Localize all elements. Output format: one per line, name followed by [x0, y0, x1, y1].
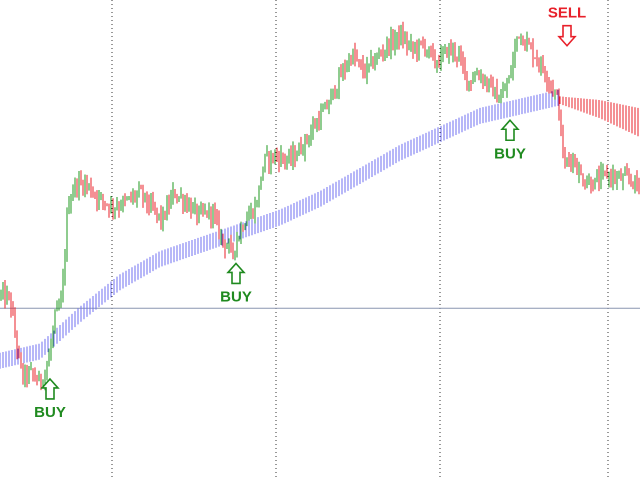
buy-signal-2: BUY: [220, 262, 252, 305]
candles: [0, 21, 640, 391]
buy-label: BUY: [34, 404, 66, 421]
arrow-up-icon: [40, 377, 60, 400]
grid: [111, 0, 609, 480]
buy-signal-3: BUY: [494, 119, 526, 162]
buy-signal-1: BUY: [34, 377, 66, 421]
trend-band: [0, 89, 639, 369]
sell-signal-4: SELL: [548, 5, 586, 47]
arrow-down-icon: [557, 24, 577, 47]
buy-label: BUY: [494, 145, 526, 162]
arrow-up-icon: [500, 119, 520, 142]
buy-label: BUY: [220, 288, 252, 305]
sell-label: SELL: [548, 5, 586, 22]
arrow-up-icon: [226, 262, 246, 285]
signals: BUY BUY BUY SELL: [34, 5, 586, 421]
